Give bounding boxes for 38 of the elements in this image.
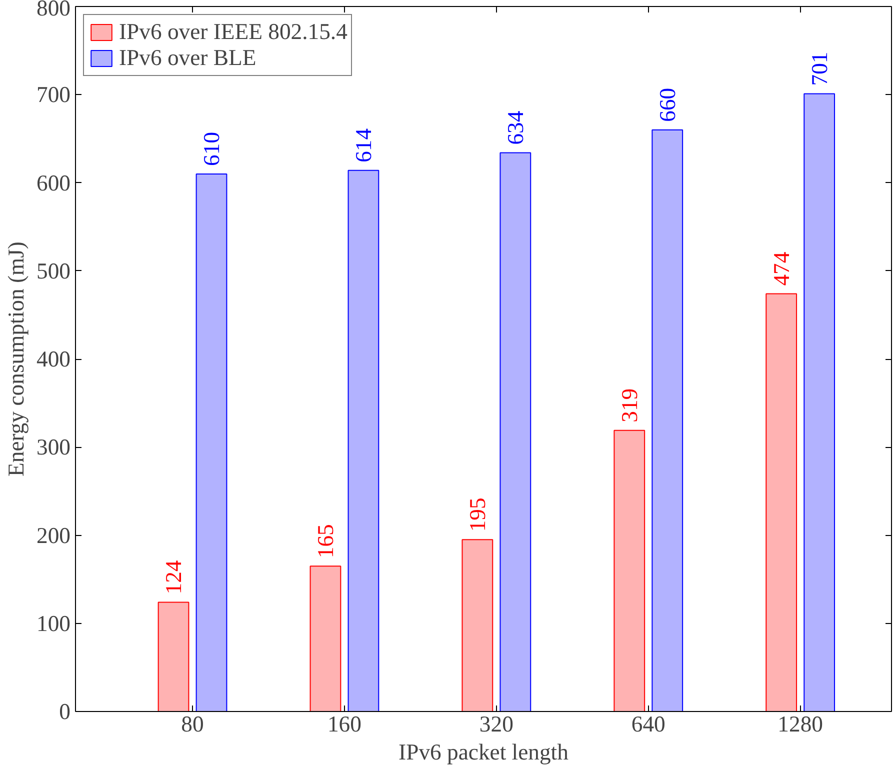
bar [614, 430, 646, 712]
bar [652, 129, 684, 712]
y-tick-label: 100 [36, 610, 70, 636]
legend-label: IPv6 over IEEE 802.15.4 [119, 19, 348, 45]
x-tick-label: 160 [327, 712, 362, 736]
data-label: 165 [312, 524, 338, 558]
x-tick-label: 640 [631, 712, 666, 736]
y-axis-title: Energy consumption (mJ) [4, 242, 29, 476]
data-label: 614 [350, 128, 376, 162]
data-label: 701 [806, 52, 832, 86]
y-tick-label: 700 [36, 82, 70, 108]
x-tick-label: 320 [479, 712, 514, 736]
x-axis-title: IPv6 packet length [398, 740, 570, 764]
bar [462, 539, 494, 712]
bar [158, 602, 190, 712]
y-tick-label: 0 [59, 699, 70, 724]
data-label: 610 [199, 132, 224, 166]
y-tick-label: 300 [36, 434, 70, 460]
x-tick-label: 1280 [778, 712, 823, 736]
data-label: 634 [502, 110, 528, 145]
bar [500, 152, 532, 712]
bar [310, 566, 342, 712]
bar [804, 93, 836, 712]
y-tick-label: 500 [36, 258, 70, 284]
y-tick-label: 600 [36, 170, 70, 196]
legend-label: IPv6 over BLE [119, 45, 256, 71]
data-label: 319 [616, 388, 642, 422]
data-label: 474 [768, 252, 794, 286]
data-label: 124 [161, 560, 186, 594]
y-tick-label: 800 [36, 0, 70, 20]
bar [348, 170, 380, 712]
bar [196, 173, 228, 712]
y-tick-label: 200 [36, 522, 70, 548]
bar [766, 293, 798, 712]
y-tick-label: 400 [36, 346, 70, 372]
data-label: 195 [464, 498, 490, 532]
data-label: 660 [654, 88, 680, 122]
x-tick-label: 80 [181, 712, 204, 736]
